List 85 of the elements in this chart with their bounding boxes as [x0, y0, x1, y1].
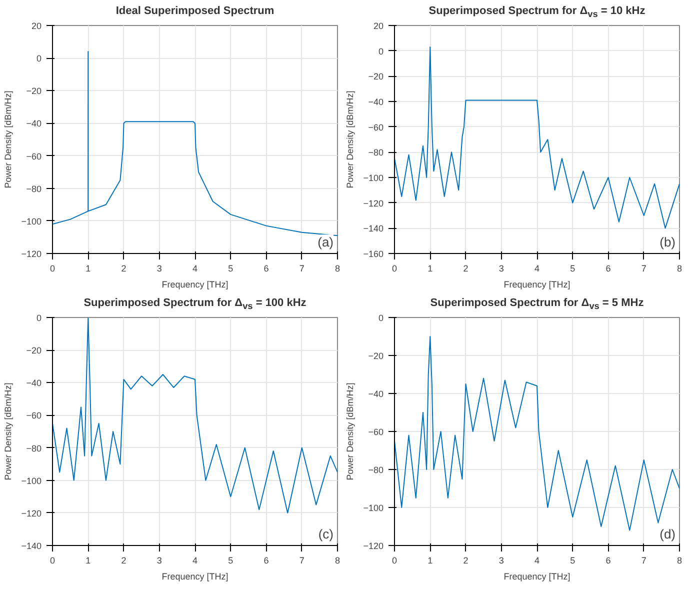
y-tick-label: −80 [26, 443, 42, 454]
x-tick-label: 1 [428, 264, 433, 274]
x-tick-label: 2 [121, 556, 126, 566]
x-tick-label: 3 [156, 264, 162, 274]
x-tick-label: 7 [299, 264, 304, 274]
x-tick-label: 6 [264, 556, 269, 566]
x-tick-label: 7 [641, 556, 646, 566]
y-tick-label: −60 [26, 410, 42, 421]
x-tick-label: 8 [676, 264, 682, 274]
annotation: (c) [318, 526, 334, 542]
y-tick-label: −100 [363, 173, 384, 183]
x-tick-label: 0 [392, 264, 398, 274]
x-tick-label: 2 [121, 264, 126, 274]
x-tick-label: 3 [498, 556, 504, 566]
annotation: (b) [660, 234, 676, 250]
y-tick-label: −80 [368, 465, 384, 475]
x-tick-label: 6 [606, 264, 611, 274]
x-tick-label: 5 [228, 264, 234, 274]
x-tick-label: 6 [264, 264, 269, 274]
x-tick-label: 2 [463, 556, 468, 566]
chart-title: Superimposed Spectrum for Δ$_{vs}$ = 100 kHz [82, 296, 308, 314]
y-tick-label: 20 [373, 21, 384, 31]
y-tick-label: −40 [368, 389, 384, 399]
x-tick-label: 4 [192, 264, 198, 274]
y-tick-label: 20 [31, 21, 42, 31]
y-tick-label: −60 [26, 151, 42, 162]
y-axis-title: Power Density [dBm/Hz] [345, 90, 356, 188]
chart-title: Ideal Superimposed Spectrum [114, 4, 276, 19]
y-tick-label: −20 [26, 86, 42, 96]
x-tick-label: 5 [228, 556, 234, 566]
y-tick-label: −40 [26, 118, 42, 129]
y-tick-label: −20 [368, 351, 384, 361]
x-tick-label: 8 [676, 556, 682, 566]
y-tick-label: −100 [21, 216, 42, 226]
y-tick-label: −160 [363, 249, 384, 259]
y-tick-label: −140 [21, 541, 42, 551]
y-tick-label: −120 [21, 508, 42, 518]
x-tick-label: 2 [463, 264, 468, 274]
x-tick-label: 1 [428, 556, 433, 566]
x-axis-title: Frequency [THz] [504, 572, 570, 582]
y-axis-title: Power Density [dBm/Hz] [3, 90, 14, 188]
x-tick-label: 0 [50, 264, 56, 274]
y-tick-label: 0 [36, 313, 42, 323]
x-axis-title: Frequency [THz] [504, 280, 570, 290]
y-tick-label: −40 [368, 97, 384, 107]
x-tick-label: 8 [334, 264, 340, 274]
y-tick-label: 0 [36, 54, 42, 64]
x-tick-label: 3 [156, 556, 162, 566]
x-tick-label: 4 [534, 556, 540, 566]
x-axis-title: Frequency [THz] [162, 280, 228, 290]
y-tick-label: −20 [368, 72, 384, 82]
y-tick-label: −20 [26, 346, 42, 356]
chart-title: Superimposed Spectrum for Δ$_{vs}$ = 5 MHz [429, 296, 645, 314]
x-tick-label: 1 [86, 264, 91, 274]
y-tick-label: −80 [368, 148, 384, 158]
y-tick-label: −60 [368, 427, 384, 437]
x-tick-label: 5 [570, 264, 576, 274]
y-tick-label: −120 [21, 249, 42, 259]
y-tick-label: −80 [26, 184, 42, 194]
x-tick-label: 1 [86, 556, 91, 566]
y-axis-title: Power Density [dBm/Hz] [345, 382, 356, 480]
y-tick-label: 0 [378, 46, 384, 56]
y-tick-label: −120 [363, 198, 384, 208]
y-tick-label: −100 [363, 503, 384, 513]
y-tick-label: 0 [378, 313, 384, 323]
x-tick-label: 4 [534, 264, 540, 274]
x-tick-label: 0 [50, 556, 56, 566]
y-tick-label: −120 [363, 541, 384, 551]
x-tick-label: 0 [392, 556, 398, 566]
x-tick-label: 6 [606, 556, 611, 566]
y-tick-label: −100 [21, 476, 42, 486]
annotation: (d) [660, 526, 676, 542]
x-tick-label: 7 [299, 556, 304, 566]
x-tick-label: 4 [192, 556, 198, 566]
y-tick-label: −40 [26, 378, 42, 388]
chart-title: Superimposed Spectrum for Δ$_{vs}$ = 10 kHz [428, 4, 646, 22]
x-tick-label: 7 [641, 264, 646, 274]
y-axis-title: Power Density [dBm/Hz] [3, 382, 14, 480]
y-tick-label: −60 [368, 122, 384, 132]
x-tick-label: 8 [334, 556, 340, 566]
x-tick-label: 3 [498, 264, 504, 274]
x-tick-label: 5 [570, 556, 576, 566]
y-tick-label: −140 [363, 224, 384, 234]
annotation: (a) [318, 234, 334, 250]
x-axis-title: Frequency [THz] [162, 572, 228, 582]
